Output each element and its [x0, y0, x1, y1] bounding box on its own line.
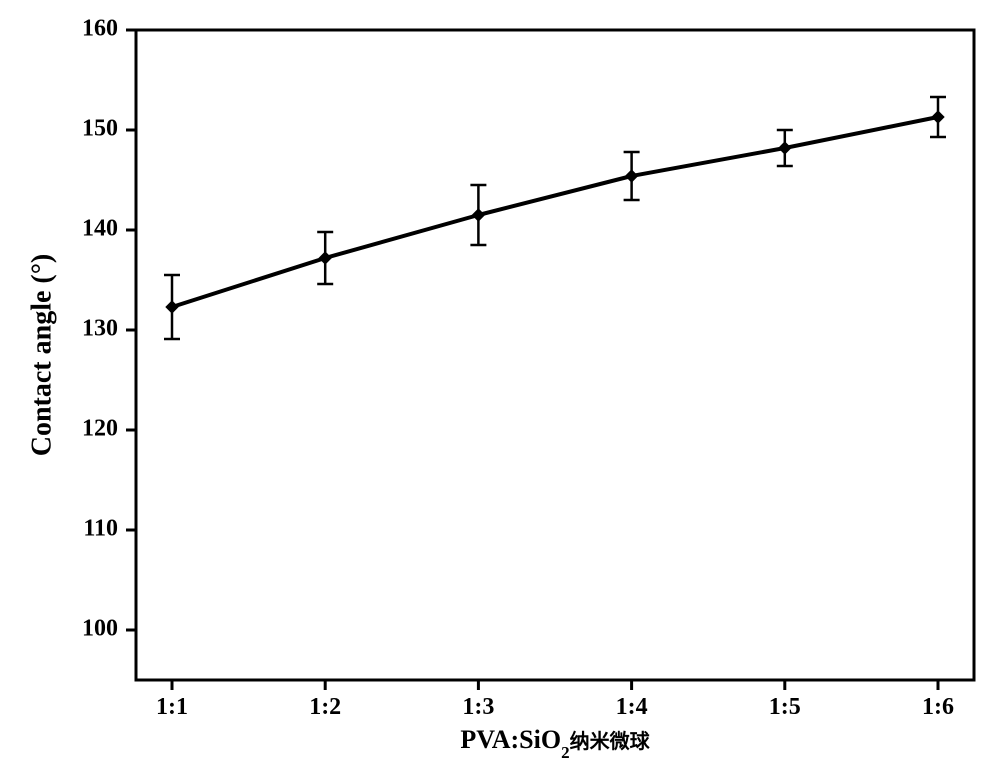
contact-angle-chart: 100 110 120 130 140 150 160 1:1 1:2 1:3 1:4 1:5 1:6 C…	[0, 0, 1000, 763]
svg-text:160: 160	[82, 16, 118, 42]
svg-text:1:1: 1:1	[156, 694, 188, 720]
svg-text:1:4: 1:4	[616, 694, 648, 720]
svg-text:110: 110	[83, 516, 118, 542]
svg-text:120: 120	[82, 416, 118, 442]
svg-text:140: 140	[82, 216, 118, 242]
svg-text:1:6: 1:6	[922, 694, 954, 720]
svg-text:1:2: 1:2	[309, 694, 341, 720]
svg-text:1:3: 1:3	[462, 694, 494, 720]
svg-text:150: 150	[82, 116, 118, 142]
svg-text:Contact angle (°): Contact angle (°)	[26, 254, 57, 457]
svg-text:130: 130	[82, 316, 118, 342]
svg-text:1:5: 1:5	[769, 694, 801, 720]
svg-text:100: 100	[82, 616, 118, 642]
chart-container: 100 110 120 130 140 150 160 1:1 1:2 1:3 1:4 1:5 1:6 C…	[0, 0, 1000, 763]
